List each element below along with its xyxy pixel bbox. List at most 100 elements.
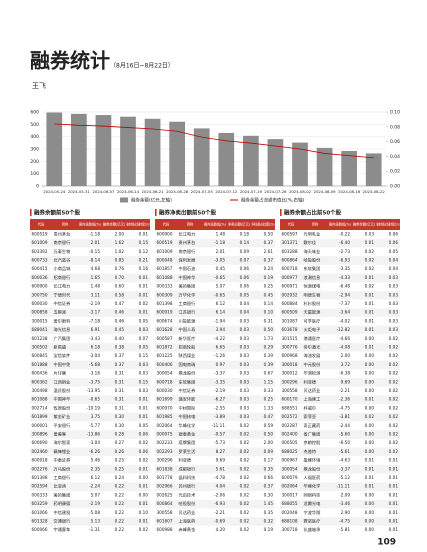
table-cell: 600970 [157,405,173,410]
table-cell: 0.31 [115,379,125,384]
table-cell: 600436 [32,371,48,376]
table-row-bg [280,447,400,457]
table-cell: 0.50 [264,327,274,332]
bar [316,147,333,186]
table-cell: 科威尔 [304,404,317,411]
bar [242,135,259,186]
table-cell: 0.45 [264,292,274,297]
table-cell: 北汽蓝谷 [54,256,72,263]
table-row-bg [280,238,400,248]
table-cell: 601088 [157,275,173,280]
table-cell: 0.03 [389,284,399,289]
bar [267,139,284,186]
table-header-cell: 周内涨跌幅(%) [329,222,351,227]
table-cell: 0.70 [115,275,125,280]
table-cell: 600845 [32,353,48,358]
table-cell: 0.01 [389,484,399,489]
table-cell: -2.19 [89,301,100,306]
table-cell: 0.02 [139,458,149,463]
table-cell: 华峰化学 [179,422,196,429]
table-cell: 0.06 [240,275,250,280]
table-cell: -6.93 [339,257,350,262]
y-tick-label: 500 [30,122,39,128]
table-cell: 贵州茅台 [179,239,196,246]
table-cell: 0.10 [139,510,149,515]
table-cell: 0.30 [115,423,125,428]
table-cell: 0.02 [365,257,375,262]
table-cell: 0.22 [115,501,125,506]
table-cell: 0.24 [115,475,125,480]
table-cell: 0.01 [365,240,375,245]
table-cell: 0.03 [389,292,399,297]
table-cell: 300015 [32,318,48,323]
table-cell: 5.07 [216,284,226,289]
table-row-bg [155,447,275,457]
table-cell: 0.85 [115,257,125,262]
table-row-bg [155,343,275,352]
table-cell: 000977 [282,275,298,280]
table-cell: 罗莱生活 [179,448,196,455]
table-row-bg [280,517,400,526]
table-cell: 0.02 [240,423,250,428]
table-cell: 0.03 [389,318,399,323]
table-cell: 688025 [282,449,298,454]
table-cell: 002594 [32,484,48,489]
table-cell: 0.03 [240,336,250,341]
table-cell: 0.25 [264,284,274,289]
table-row-bg [280,395,400,404]
table-cell: 600519 [32,231,48,236]
table-cell: 0.50 [264,431,274,436]
table-cell: 0.01 [365,301,375,306]
table-cell: 0.30 [264,492,274,497]
bar [120,116,136,186]
table-cell: 五粮液 [54,309,67,316]
table-header-cell: 净卖出额占成交额比(%) [252,222,275,227]
bar [193,128,210,186]
table-cell: 600900 [32,284,48,289]
table-cell: 688108 [282,518,298,523]
table-cell: 潞安环能 [179,396,197,403]
table-cell: 002460 [32,449,48,454]
table-cell: 3.72 [341,362,351,367]
table-cell: 0.15 [139,379,149,384]
table-cell: -4.02 [339,318,350,323]
table-cell: -3.16 [89,371,100,376]
table-cell: 0.04 [240,310,250,315]
table-cell: -0.22 [339,231,350,236]
table-cell: 0.06 [139,449,149,454]
table-cell: 2.61 [264,249,274,254]
table-cell: 002932 [282,292,298,297]
table-cell: 600718 [157,379,173,384]
table-cell: 0.37 [115,353,125,358]
table-cell: 长江电力 [54,283,71,290]
table-cell: 南京银行 [54,239,71,246]
table-row-bg [30,308,150,317]
table-cell: 片仔癀 [54,370,67,377]
table-cell: 贵州茅台 [54,230,71,237]
table-cell: 0.35 [264,510,274,515]
table-row-bg [155,238,275,248]
table-cell: 0.01 [139,414,149,419]
table-cell: 中国中免 [54,361,71,368]
table-cell: 6.18 [91,344,101,349]
table-cell: 0.76 [115,266,125,271]
table-cell: 0.01 [389,458,399,463]
bar [46,112,63,186]
y2-tick-label: 0.10 [390,110,400,116]
table-cell: 600048 [157,257,173,262]
table-cell: 601899 [32,414,48,419]
x-tick-label: 2024-07-12 [215,189,238,194]
table-cell: 0.16 [139,266,149,271]
bar [365,153,382,186]
table-cell: -3.04 [89,353,100,358]
y2-tick-label: 0.08 [390,124,400,130]
table-cell: 3.75 [91,414,101,419]
table-cell: 0.10 [264,310,274,315]
table-cell: -4.08 [339,344,350,349]
table-cell: -2.21 [214,510,225,515]
table-cell: 0.02 [389,405,399,410]
table-cell: 601872 [157,344,173,349]
author: 王飞 [32,82,46,90]
table-cell: 0.02 [240,501,250,506]
table-cell: 中材国际 [179,404,196,411]
